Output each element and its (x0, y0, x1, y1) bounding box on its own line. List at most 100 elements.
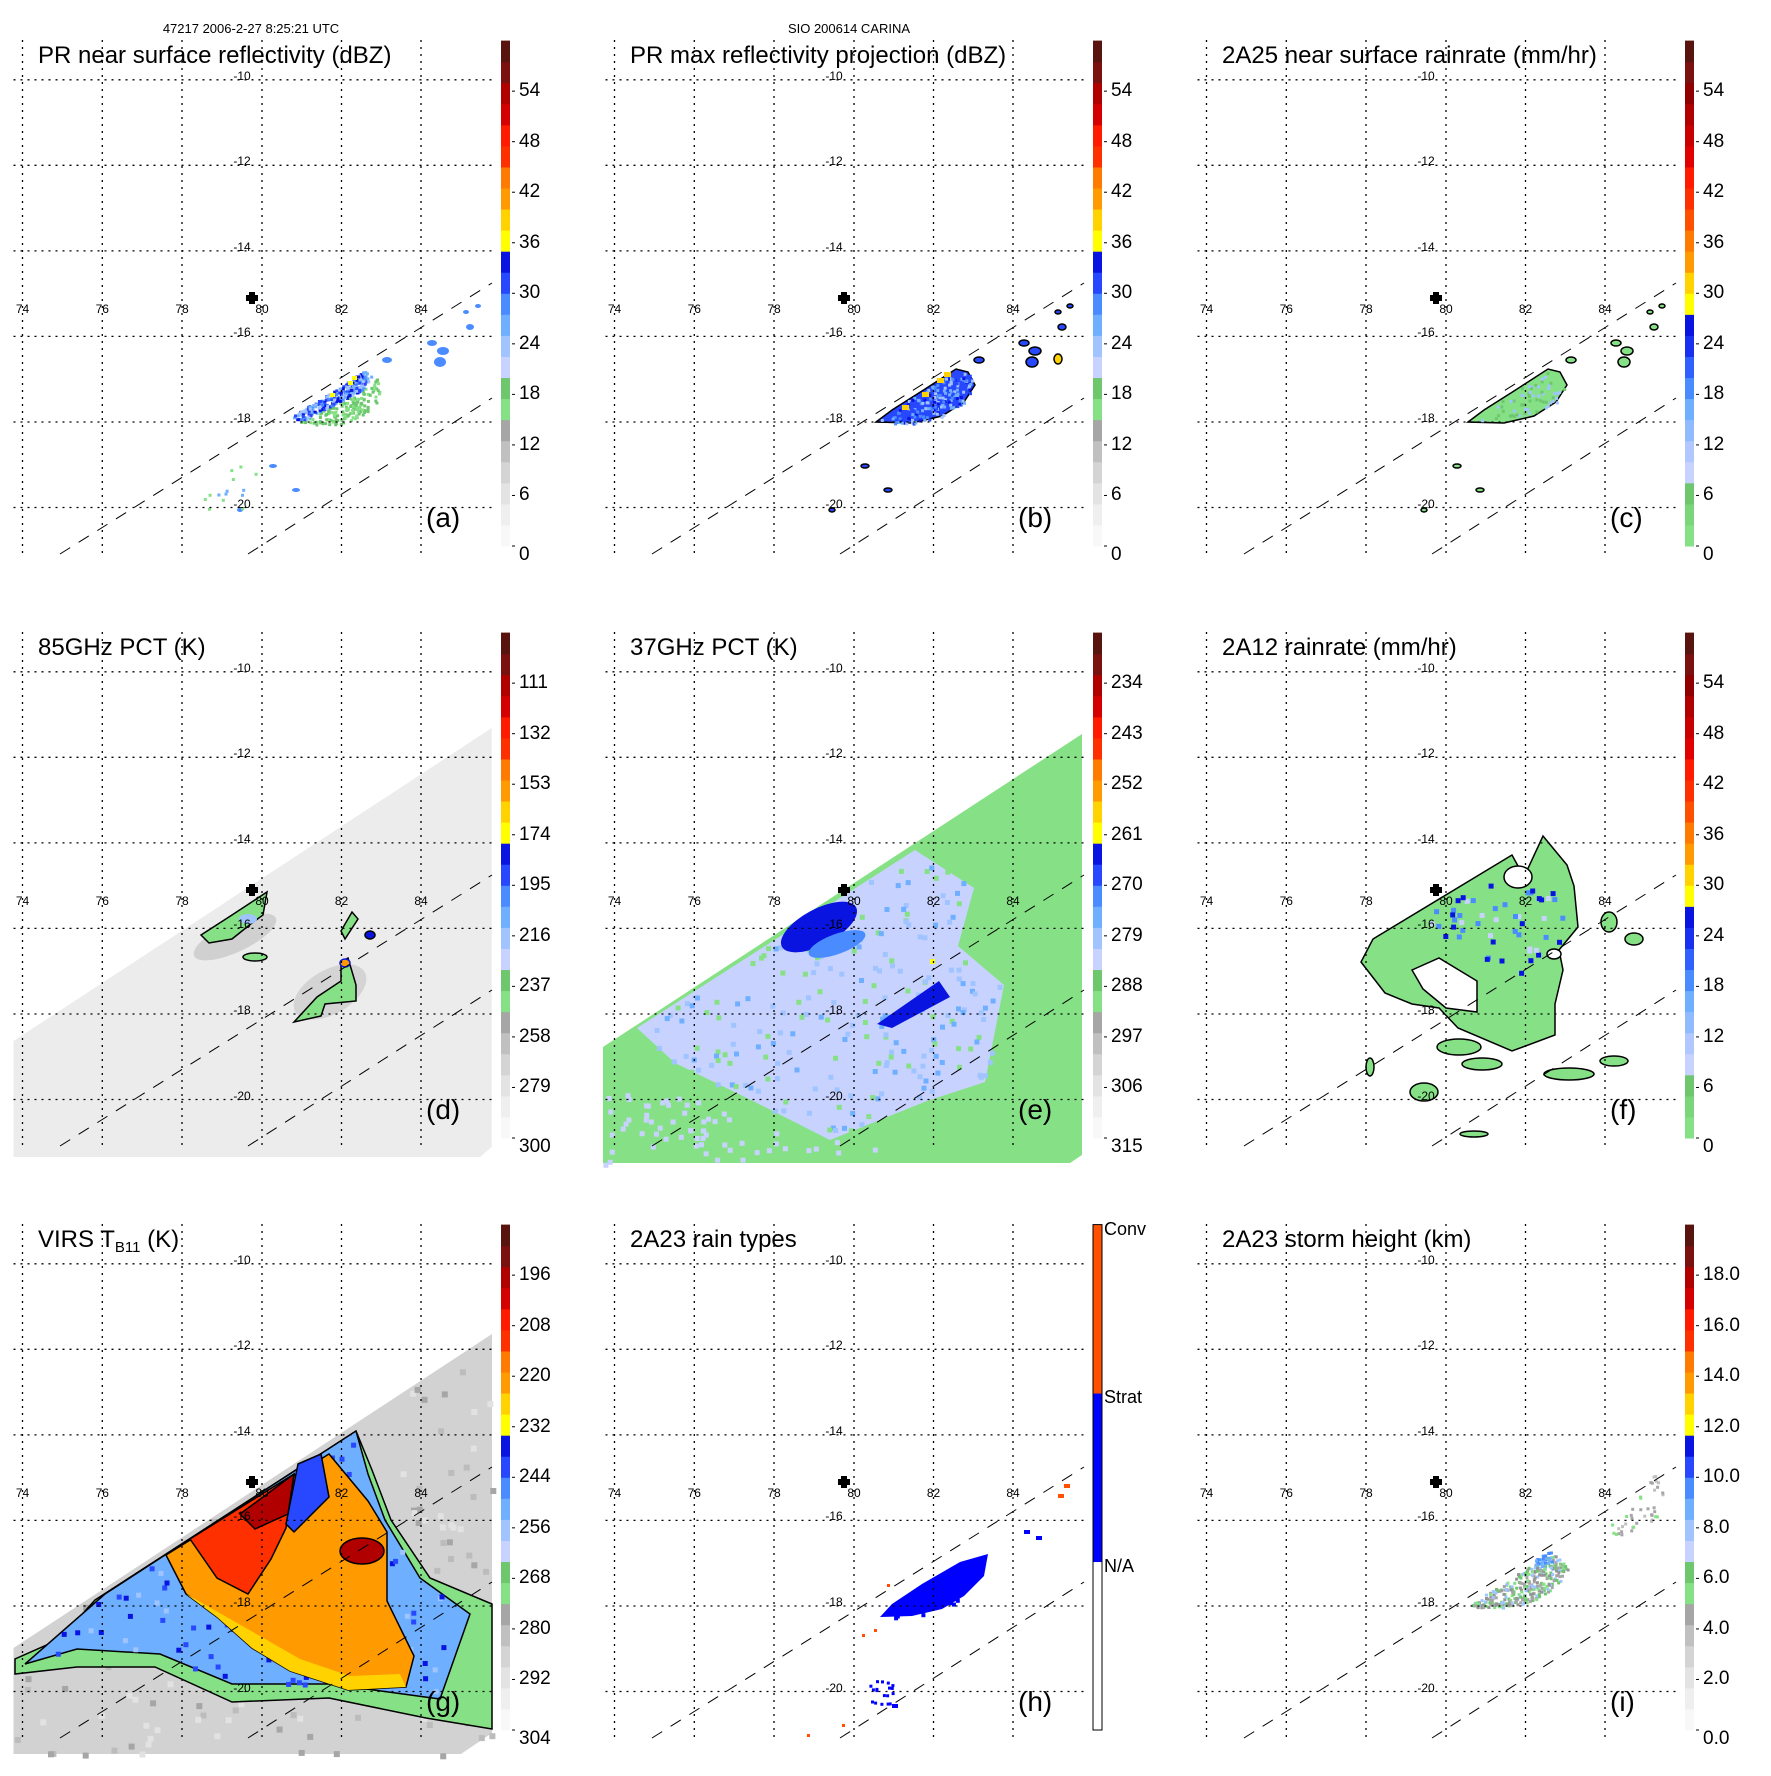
data-pixel (1528, 391, 1532, 395)
longitude-tick-label: 80 (255, 302, 269, 316)
colorbar-segment (1093, 843, 1102, 865)
data-pixel (888, 1686, 891, 1690)
colorbar-segment (1685, 230, 1694, 252)
data-pixel (314, 405, 318, 409)
data-pixel (231, 478, 235, 481)
data-pixel (901, 1048, 907, 1054)
data-pixel (325, 395, 329, 399)
data-pixel (859, 914, 865, 920)
data-layer (1471, 1475, 1665, 1610)
panel-title-units: (K) (140, 1226, 180, 1253)
data-pixel (932, 1041, 938, 1047)
colorbar-segment (1685, 1498, 1694, 1520)
data-pixel (315, 411, 319, 415)
data-pixel (312, 421, 316, 425)
data-pixel (355, 386, 359, 390)
data-pixel (1535, 398, 1539, 402)
data-pixel (1540, 380, 1544, 384)
data-pixel (933, 385, 937, 389)
data-pixel (359, 401, 363, 405)
data-pixel (195, 1716, 202, 1723)
panel-letter: (a) (426, 502, 461, 533)
data-pixel (332, 402, 336, 406)
data-pixel (490, 1488, 497, 1494)
data-pixel (934, 392, 937, 396)
colorbar-segment (1093, 40, 1102, 63)
data-pixel (1496, 405, 1500, 409)
colorbar-segment (1685, 1308, 1694, 1331)
latitude-tick-label: -18 (233, 1002, 251, 1017)
longitude-tick-label: 74 (15, 302, 30, 316)
colorbar-tick-label: 30 (1703, 874, 1725, 896)
data-pixel (323, 402, 326, 406)
data-pixel (355, 1714, 362, 1721)
data-pixel (886, 1681, 890, 1685)
data-pixel (944, 900, 950, 905)
data-pixel (890, 1686, 894, 1690)
rain-cell (1053, 353, 1063, 365)
data-pixel (1492, 906, 1498, 912)
latitude-tick-label: -10 (233, 68, 251, 83)
data-pixel (978, 1010, 984, 1016)
data-pixel (929, 1088, 935, 1094)
data-pixel (62, 1685, 69, 1692)
data-pixel (350, 390, 354, 394)
storm-name-header: SIO 200614 CARINA (787, 21, 911, 36)
data-pixel (433, 1689, 439, 1695)
data-pixel (24, 1686, 31, 1693)
colorbar-segment (501, 1561, 510, 1584)
data-pixel (856, 944, 862, 950)
data-pixel (1556, 1574, 1560, 1577)
colorbar-segment (501, 40, 510, 63)
data-pixel (701, 1119, 707, 1125)
data-pixel (358, 381, 362, 385)
data-pixel (827, 966, 833, 972)
data-pixel (1624, 1522, 1628, 1526)
swath-edge-line (1431, 397, 1677, 555)
data-pixel (320, 411, 324, 415)
cold-37ghz-region (808, 930, 866, 958)
data-pixel (722, 1142, 728, 1148)
data-pixel (880, 418, 884, 422)
latitude-tick-label: -10 (825, 1252, 843, 1267)
data-pixel (1527, 1590, 1531, 1594)
colorbar-segment (1093, 906, 1102, 928)
data-pixel (1548, 1589, 1552, 1593)
rain-cell (1461, 1057, 1503, 1071)
data-pixel (1524, 407, 1527, 411)
colorbar-segment (501, 230, 510, 252)
data-pixel (374, 380, 378, 384)
data-pixel (434, 1567, 441, 1574)
colorbar-tick-label: 12 (1703, 433, 1725, 455)
colorbar-tick-label: 16.0 (1703, 1314, 1740, 1336)
panel-letter: (c) (1610, 502, 1643, 533)
data-pixel (1544, 1554, 1548, 1558)
data-pixel (1555, 1569, 1559, 1573)
data-pixel (1499, 958, 1505, 964)
data-pixel (608, 1109, 614, 1115)
data-pixel (926, 398, 929, 402)
data-pixel (833, 1128, 839, 1133)
data-pixel (1518, 1586, 1522, 1590)
data-pixel (1551, 1565, 1555, 1569)
data-pixel (457, 1526, 464, 1533)
data-pixel (1493, 1606, 1497, 1610)
data-pixel (891, 1692, 895, 1696)
data-pixel (739, 1140, 745, 1146)
data-pixel (1501, 400, 1505, 404)
data-pixel (1488, 1601, 1492, 1605)
data-pixel (667, 1013, 673, 1018)
data-pixel (1527, 1580, 1531, 1584)
data-pixel (945, 869, 951, 875)
data-pixel (290, 1677, 296, 1683)
colorbar-segment (1093, 166, 1102, 189)
data-pixel (1650, 1513, 1654, 1517)
data-pixel (1516, 1603, 1520, 1607)
data-pixel (1443, 934, 1449, 939)
data-pixel (1553, 392, 1557, 396)
data-pixel (836, 1104, 842, 1110)
data-pixel (913, 396, 917, 400)
data-pixel (329, 418, 333, 422)
data-pixel (1481, 419, 1485, 423)
data-pixel (422, 1661, 428, 1666)
